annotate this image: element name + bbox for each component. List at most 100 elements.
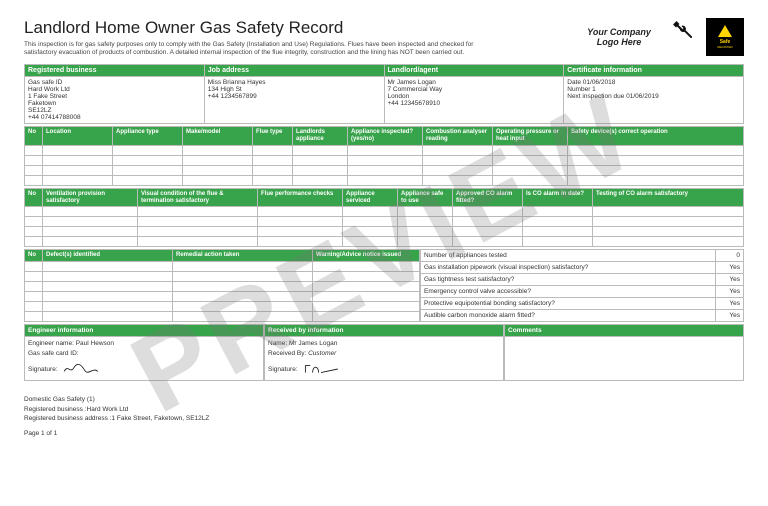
- info-header-business: Registered business: [25, 64, 205, 76]
- summary-value: 0: [716, 250, 744, 262]
- engineer-info: Engineer information Engineer name: Paul…: [24, 324, 264, 381]
- table-row: [25, 175, 744, 185]
- info-cert-cell: Date 01/06/2018 Number 1 Next inspection…: [564, 76, 744, 123]
- info-header-landlord: Landlord/agent: [384, 64, 564, 76]
- summary-row: Gas installation pipework (visual inspec…: [421, 262, 744, 274]
- sig-label-2: Signature:: [268, 365, 298, 375]
- table-row: [25, 272, 420, 282]
- biz-line: Gas safe ID: [28, 79, 201, 86]
- document-header: Landlord Home Owner Gas Safety Record Th…: [24, 18, 744, 58]
- customer-signature-icon: [303, 362, 339, 376]
- t1-h-make: Make/model: [183, 126, 253, 145]
- recv-by-label: Received By:: [268, 350, 306, 357]
- table-row: [25, 207, 744, 217]
- sig-h-engineer: Engineer information: [25, 325, 264, 337]
- t2-h-no: No: [25, 188, 43, 207]
- document-footer: Domestic Gas Safety (1) Registered busin…: [24, 395, 744, 437]
- intro-text: This inspection is for gas safety purpos…: [24, 41, 494, 58]
- sig-h-received: Received by information: [265, 325, 504, 337]
- job-line: +44 1234567899: [208, 93, 381, 100]
- t1-h-no: No: [25, 126, 43, 145]
- engineer-cell: Engineer name: Paul Hewson Gas safe card…: [25, 337, 264, 381]
- card-label: Gas safe card ID:: [28, 350, 79, 357]
- table-row: [25, 217, 744, 227]
- landlord-line: +44 12345678910: [388, 100, 561, 107]
- t2-h-safe: Appliance safe to use: [398, 188, 453, 207]
- biz-line: Faketown: [28, 100, 201, 107]
- signature-section: Engineer information Engineer name: Paul…: [24, 324, 744, 381]
- summary-label: Protective equipotential bonding satisfa…: [421, 298, 716, 310]
- summary-value: Yes: [716, 274, 744, 286]
- info-landlord-cell: Mr James Logan 7 Commercial Way London +…: [384, 76, 564, 123]
- t3-h-warning: Warning/Advice notice issued: [313, 250, 420, 262]
- biz-line: +44 07414788008: [28, 114, 201, 121]
- summary-row: Audible carbon monoxide alarm fitted?Yes: [421, 310, 744, 322]
- checks-table: No Ventilation provision satisfactory Vi…: [24, 188, 744, 248]
- t3-h-no: No: [25, 250, 43, 262]
- engineer-signature-icon: [63, 362, 99, 376]
- footer-line: Domestic Gas Safety (1): [24, 395, 744, 404]
- t1-h-inspected: Appliance inspected? (yes/no): [348, 126, 423, 145]
- t1-h-landlords: Landlords appliance: [293, 126, 348, 145]
- sig-h-comments: Comments: [505, 325, 744, 337]
- job-line: Miss Brianna Hayes: [208, 79, 381, 86]
- summary-row: Number of appliances tested0: [421, 250, 744, 262]
- table-row: [25, 262, 420, 272]
- summary-row: Emergency control valve accessible?Yes: [421, 286, 744, 298]
- summary-row: Protective equipotential bonding satisfa…: [421, 298, 744, 310]
- info-header-job: Job address: [204, 64, 384, 76]
- defects-summary-row: No Defect(s) identified Remedial action …: [24, 249, 744, 322]
- eng-name-label: Engineer name:: [28, 340, 74, 347]
- landlord-line: London: [388, 93, 561, 100]
- summary-value: Yes: [716, 298, 744, 310]
- table-row: [25, 302, 420, 312]
- footer-line: Registered business :Hard Work Ltd: [24, 405, 744, 414]
- summary-value: Yes: [716, 286, 744, 298]
- comments-cell: [505, 337, 744, 381]
- tools-icon: [670, 18, 694, 42]
- sig-label: Signature:: [28, 365, 58, 375]
- recv-name-label: Name:: [268, 340, 287, 347]
- t3-h-defects: Defect(s) identified: [43, 250, 173, 262]
- summary-label: Gas installation pipework (visual inspec…: [421, 262, 716, 274]
- page-title: Landlord Home Owner Gas Safety Record: [24, 18, 568, 38]
- table-row: [25, 282, 420, 292]
- biz-line: Hard Work Ltd: [28, 86, 201, 93]
- table-row: [25, 155, 744, 165]
- eng-name: Paul Hewson: [76, 340, 114, 347]
- table-row: [25, 312, 420, 322]
- page-number: Page 1 of 1: [24, 429, 744, 438]
- job-line: 134 High St: [208, 86, 381, 93]
- table-row: [25, 145, 744, 155]
- summary-row: Gas tightness test satisfactory?Yes: [421, 274, 744, 286]
- t3-h-remedial: Remedial action taken: [173, 250, 313, 262]
- t1-h-safety: Safety device(s) correct operation: [568, 126, 744, 145]
- recv-by: Customer: [308, 350, 336, 357]
- t2-h-cotest: Testing of CO alarm satisfactory: [593, 188, 744, 207]
- landlord-line: 7 Commercial Way: [388, 86, 561, 93]
- summary-value: Yes: [716, 262, 744, 274]
- table-row: [25, 237, 744, 247]
- t2-h-serviced: Appliance serviced: [343, 188, 398, 207]
- received-by-info: Received by information Name: Mr James L…: [264, 324, 504, 381]
- t1-h-type: Appliance type: [113, 126, 183, 145]
- defects-table: No Defect(s) identified Remedial action …: [24, 249, 420, 322]
- footer-line: Registered business address :1 Fake Stre…: [24, 414, 744, 423]
- summary-label: Audible carbon monoxide alarm fitted?: [421, 310, 716, 322]
- t1-h-combustion: Combustion analyser reading: [423, 126, 493, 145]
- t1-h-location: Location: [43, 126, 113, 145]
- info-job-cell: Miss Brianna Hayes 134 High St +44 12345…: [204, 76, 384, 123]
- appliance-table: No Location Appliance type Make/model Fl…: [24, 126, 744, 186]
- cert-line: Number 1: [567, 86, 740, 93]
- recv-name: Mr James Logan: [289, 340, 337, 347]
- biz-line: 1 Fake Street: [28, 93, 201, 100]
- comments-box: Comments: [504, 324, 744, 381]
- info-business-cell: Gas safe ID Hard Work Ltd 1 Fake Street …: [25, 76, 205, 123]
- info-header-cert: Certificate information: [564, 64, 744, 76]
- landlord-line: Mr James Logan: [388, 79, 561, 86]
- received-cell: Name: Mr James Logan Received By: Custom…: [265, 337, 504, 381]
- company-logo-placeholder: Your Company Logo Here: [580, 18, 658, 56]
- info-grid: Registered business Job address Landlord…: [24, 64, 744, 124]
- t1-h-pressure: Operating pressure or heat input: [493, 126, 568, 145]
- t2-h-visual: Visual condition of the flue & terminati…: [138, 188, 258, 207]
